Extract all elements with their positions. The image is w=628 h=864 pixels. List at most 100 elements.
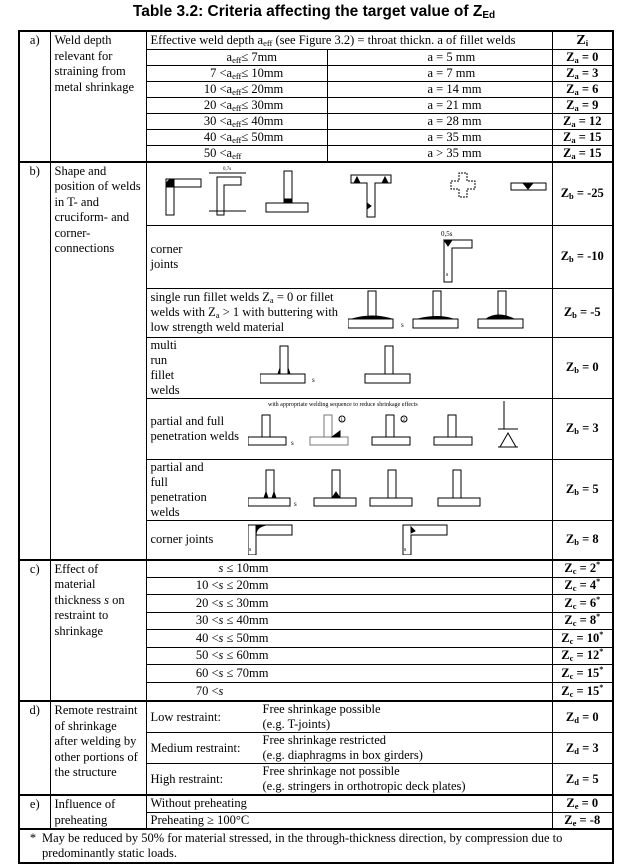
row-label: corner joints	[150, 532, 214, 546]
table-row: aeff≤ 7mm a = 5 mm Za = 0	[19, 48, 614, 66]
sequence-welds-figure: with appropriate welding sequence to red…	[247, 400, 518, 447]
penetration-welds-figure: s	[247, 469, 480, 508]
aeff-condition: 7 < aeff≤ 10mm	[147, 65, 328, 81]
z-value: Zb = 8	[551, 519, 614, 560]
section-description: Weld depth relevant for straining from m…	[49, 30, 147, 162]
section-letter: c)	[18, 558, 51, 702]
svg-text:2: 2	[402, 418, 405, 423]
section-description: Influence of preheating	[49, 794, 147, 830]
table-row: b) Shape and position of welds in T- and …	[18, 160, 614, 560]
z-value: Zd = 0	[551, 700, 614, 733]
row-label: corner joints	[150, 241, 183, 271]
aeff-condition: 50 < aeff	[147, 145, 328, 161]
row-label: single run fillet welds Za = 0 or fillet…	[150, 290, 339, 334]
aeff-condition: 20 < aeff≤ 30mm	[147, 97, 328, 113]
table-row: Medium restraint: Free shrinkage restrict…	[19, 732, 614, 764]
row-label: multi run fillet welds	[150, 337, 180, 397]
z-value: Zc = 6*	[551, 594, 614, 613]
section-letter: e)	[18, 794, 51, 830]
header-effective-weld-depth: Effective weld depth aeff (see Figure 3.…	[145, 30, 553, 50]
restraint-description: Free shrinkage possible (e.g. T-joints)	[262, 702, 381, 731]
header-row: a) Weld depth relevant for straining fro…	[18, 30, 614, 162]
buttering-welds-figure: s	[347, 290, 523, 329]
row-label: partial and full penetration welds	[150, 413, 240, 443]
section-letter: b)	[18, 160, 51, 560]
svg-text:s: s	[294, 500, 297, 508]
row-label: partial and full penetration welds	[150, 459, 207, 519]
z-value: Zd = 5	[551, 763, 614, 796]
throat-thickness: a = 7 mm	[427, 65, 476, 80]
table-row: partial and full penetration welds with …	[19, 397, 614, 460]
z-value: Za = 15	[551, 128, 614, 146]
svg-text:s: s	[446, 272, 449, 278]
z-value: Za = 6	[551, 80, 614, 98]
section-description: Shape and position of welds in T- and cr…	[49, 160, 147, 560]
throat-thickness: a = 28 mm	[427, 113, 482, 128]
svg-text:s: s	[312, 376, 315, 384]
table-row: 10 < aeff≤ 20mm a = 14 mm Za = 6	[19, 80, 614, 98]
restraint-label: Low restraint:	[150, 709, 221, 724]
corner-joint-figure: 0,5s s	[441, 230, 473, 282]
z-value: Zb = -5	[551, 287, 614, 338]
footnote: * May be reduced by 50% for material stre…	[29, 831, 563, 860]
svg-text:s: s	[404, 547, 407, 553]
table-row: 40 < aeff≤ 50mm a = 35 mm Za = 15	[19, 128, 614, 146]
throat-thickness: a = 21 mm	[427, 97, 482, 112]
thickness-condition: 70 < s	[145, 681, 553, 702]
z-value: Zc = 8*	[551, 611, 614, 630]
z-value: Zd = 3	[551, 732, 614, 764]
preheating-label: Without preheating	[145, 794, 553, 813]
z-value: Zc = 2*	[551, 558, 614, 578]
table-row: corner joints 0,5s s Zb = -10	[19, 224, 614, 289]
svg-text:1: 1	[340, 418, 343, 423]
aeff-condition: 30 < aeff≤ 40mm	[147, 113, 328, 129]
section-description: Remote restraint of shrinkage after weld…	[49, 700, 147, 796]
preheating-label: Preheating ≥ 100°C	[145, 811, 553, 830]
restraint-description: Free shrinkage not possible (e.g. stringe…	[262, 764, 466, 793]
aeff-condition: aeff≤ 7mm	[147, 49, 328, 65]
table-row: c) Effect of material thickness s on rest…	[18, 558, 614, 702]
z-value: Zc = 15*	[551, 664, 614, 683]
svg-text:with appropriate welding seque: with appropriate welding sequence to red…	[268, 401, 418, 408]
z-value: Zc = 15*	[551, 681, 614, 702]
z-value: Zc = 12*	[551, 646, 614, 665]
table-row: 50 < aeff a > 35 mm Za = 15	[19, 144, 614, 162]
z-value: Za = 12	[551, 112, 614, 130]
z-value: Za = 3	[551, 64, 614, 82]
aeff-condition: 10 < aeff≤ 20mm	[147, 81, 328, 97]
thickness-condition: 40 < s ≤ 50mm	[145, 629, 553, 648]
svg-text:0,7s: 0,7s	[223, 167, 231, 172]
thickness-condition: 60 < s ≤ 70mm	[145, 664, 553, 683]
throat-thickness: a = 5 mm	[427, 49, 476, 64]
weld-shapes-figure: 0,7s	[164, 167, 546, 217]
z-value: Zb = -10	[551, 224, 614, 289]
z-value: Zc = 4*	[551, 576, 614, 595]
multi-run-welds-figure: s	[259, 345, 411, 384]
svg-text:0,5s: 0,5s	[441, 230, 453, 238]
section-letter: a)	[18, 30, 51, 162]
throat-thickness: a = 14 mm	[427, 81, 482, 96]
svg-text:s: s	[249, 547, 252, 553]
thickness-condition: s ≤ 10mm	[145, 558, 553, 578]
z-value: Za = 9	[551, 96, 614, 114]
thickness-condition: 20 < s ≤ 30mm	[145, 594, 553, 613]
z-value: Zb = 3	[551, 397, 614, 460]
z-value: Zb = 0	[551, 336, 614, 399]
header-zi: Zi	[551, 30, 614, 50]
table-row: partial and full penetration welds s Zb …	[19, 458, 614, 521]
z-value: Za = 0	[551, 48, 614, 66]
restraint-label: Medium restraint:	[150, 740, 241, 755]
table-row: multi run fillet welds s Zb = 0	[19, 336, 614, 399]
thickness-condition: 50 < s ≤ 60mm	[145, 646, 553, 665]
svg-text:s: s	[291, 439, 294, 447]
thickness-condition: 30 < s ≤ 40mm	[145, 611, 553, 630]
table-row: d) Remote restraint of shrinkage after we…	[18, 700, 614, 796]
z-value: Ze = 0	[551, 794, 614, 813]
z-value: Ze = -8	[551, 811, 614, 830]
table-row: corner joints s s Zb = 8	[19, 519, 614, 560]
section-letter: d)	[18, 700, 51, 796]
throat-thickness: a = 35 mm	[427, 129, 482, 144]
restraint-label: High restraint:	[150, 771, 224, 786]
z-value: Za = 15	[551, 144, 614, 162]
table-title: Table 3.2: Criteria affecting the target…	[132, 3, 496, 21]
